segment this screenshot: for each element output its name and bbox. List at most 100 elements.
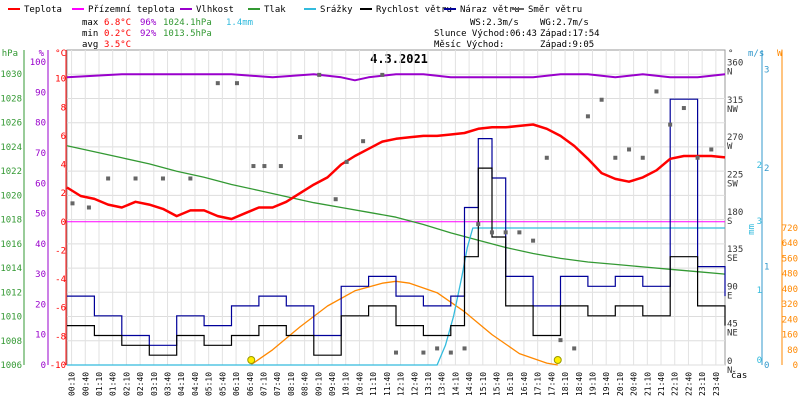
tick-label-ms: 2 xyxy=(764,164,769,174)
wind-direction-point xyxy=(517,230,522,235)
tick-label-percent: 30 xyxy=(35,270,46,280)
x-tick-label: 03:10 xyxy=(150,372,159,396)
wind-direction-point xyxy=(188,176,193,181)
stats-min-temp: 0.2°C xyxy=(104,29,131,39)
x-tick-label: 19:10 xyxy=(588,372,597,396)
wind-direction-point xyxy=(70,201,75,206)
tick-label-hpa: 1014 xyxy=(0,264,22,274)
tick-label-ms: 1 xyxy=(764,263,769,273)
wind-direction-point xyxy=(654,89,659,94)
tick-label-hpa: 1016 xyxy=(0,240,22,250)
legend: Teplota Přízemní teplota Vlhkost Tlak Srážky… xyxy=(8,5,582,15)
x-tick-label: 21:10 xyxy=(643,372,652,396)
series-pressure xyxy=(66,145,726,275)
tick-label-ms: 3 xyxy=(764,66,769,76)
info-wg: WG:2.7m/s xyxy=(540,18,589,28)
tick-label-hpa: 1024 xyxy=(0,143,22,153)
tick-label-celsius: -10 xyxy=(50,361,66,371)
axis-title-wm: W xyxy=(777,49,783,59)
tick-label-mm: 2 xyxy=(757,161,762,171)
wind-direction-point xyxy=(613,155,618,160)
wind-direction-point xyxy=(133,176,138,181)
tick-label-celsius: 4 xyxy=(61,161,66,171)
stats-max-rain: 1.4mm xyxy=(226,18,253,28)
axis-title-ms: m/s xyxy=(748,49,764,59)
stats-block: max 6.8°C 96% 1024.1hPa 1.4mm min 0.2°C … xyxy=(82,18,253,50)
wind-direction-point xyxy=(585,114,590,119)
tick-label-mm: 3 xyxy=(757,217,762,227)
x-tick-label: 01:40 xyxy=(109,372,118,396)
wind-direction-point xyxy=(503,230,508,235)
axis-title-hpa: hPa xyxy=(2,49,18,59)
info-sunset: Západ:17:54 xyxy=(540,29,600,39)
x-tick-label: 22:10 xyxy=(671,372,680,396)
wind-direction-point xyxy=(394,350,398,355)
x-tick-label: 15:40 xyxy=(493,372,502,396)
series-humidity xyxy=(66,73,726,82)
x-tick-label: 01:10 xyxy=(95,372,104,396)
tick-label-direction: 180 xyxy=(727,208,743,218)
wind-direction-point xyxy=(160,176,165,181)
axes: hPa1006100810101012101410161018102010221… xyxy=(0,49,798,376)
x-tick-label: 23:40 xyxy=(712,372,721,396)
x-tick-label: 14:40 xyxy=(465,372,474,396)
series-wind-gust xyxy=(67,98,726,346)
x-tick-label: 10:40 xyxy=(355,372,364,396)
series-solar xyxy=(250,280,558,366)
legend-label: Směr větru xyxy=(528,5,582,15)
wind-direction-point xyxy=(695,155,700,160)
sun-marker xyxy=(247,356,256,364)
wind-direction-point xyxy=(476,222,481,227)
x-axis-label: čas xyxy=(731,370,747,381)
tick-label-percent: 40 xyxy=(35,240,46,250)
wind-direction-point xyxy=(668,122,673,127)
tick-label-celsius: 8 xyxy=(61,103,66,113)
x-tick-label: 16:40 xyxy=(520,372,529,396)
tick-label-hpa: 1022 xyxy=(0,167,22,177)
tick-label-percent: 100 xyxy=(30,58,46,68)
tick-label-direction: 90 xyxy=(727,282,738,292)
legend-label: Přízemní teplota xyxy=(88,5,175,15)
stats-min-press: 1013.5hPa xyxy=(163,29,212,39)
chart-title: 4.3.2021 xyxy=(370,52,428,66)
x-tick-label: 00:40 xyxy=(81,372,90,396)
tick-label-percent: 80 xyxy=(35,119,46,129)
x-tick-label: 12:40 xyxy=(410,372,419,396)
wind-direction-point xyxy=(86,205,91,210)
legend-label: Vlhkost xyxy=(196,5,234,15)
tick-label-celsius: 0 xyxy=(61,218,66,228)
x-tick-label: 11:40 xyxy=(383,372,392,396)
x-tick-label: 07:40 xyxy=(273,372,282,396)
x-tick-label: 17:40 xyxy=(547,372,556,396)
tick-label-hpa: 1008 xyxy=(0,337,22,347)
tick-label-celsius: -2 xyxy=(55,246,66,256)
wind-direction-point xyxy=(215,81,220,86)
stats-max-temp: 6.8°C xyxy=(104,18,131,28)
info-sunrise: Slunce Východ:06:43 xyxy=(434,29,537,39)
x-tick-label: 04:10 xyxy=(177,372,186,396)
tick-label-direction: 0 xyxy=(727,357,732,367)
wind-direction-point xyxy=(278,164,283,169)
tick-label-hpa: 1030 xyxy=(0,70,22,80)
x-tick-label: 03:40 xyxy=(164,372,173,396)
x-axis: 00:10 00:40 01:10 01:40 02:10 02:40 03:10 03:40… xyxy=(68,370,748,396)
wind-direction-point xyxy=(344,159,349,164)
x-tick-label: 14:10 xyxy=(451,372,460,396)
tick-label-direction-compass: SE xyxy=(727,254,738,264)
legend-label: Teplota xyxy=(24,5,62,15)
wind-direction-point xyxy=(333,197,338,202)
series xyxy=(66,72,726,366)
tick-label-direction-compass: S xyxy=(727,217,732,227)
wind-direction-point xyxy=(380,72,385,77)
x-tick-label: 05:40 xyxy=(218,372,227,396)
tick-label-direction-compass: SW xyxy=(727,179,738,189)
sun-marker xyxy=(553,356,562,364)
x-tick-label: 13:40 xyxy=(438,372,447,396)
tick-label-direction: 270 xyxy=(727,133,743,143)
tick-label-wm: 0 xyxy=(793,361,798,371)
wind-direction-point xyxy=(234,81,239,86)
x-tick-label: 16:10 xyxy=(506,372,515,396)
x-tick-label: 17:10 xyxy=(534,372,543,396)
tick-label-percent: 10 xyxy=(35,331,46,341)
series-temperature xyxy=(66,123,726,221)
